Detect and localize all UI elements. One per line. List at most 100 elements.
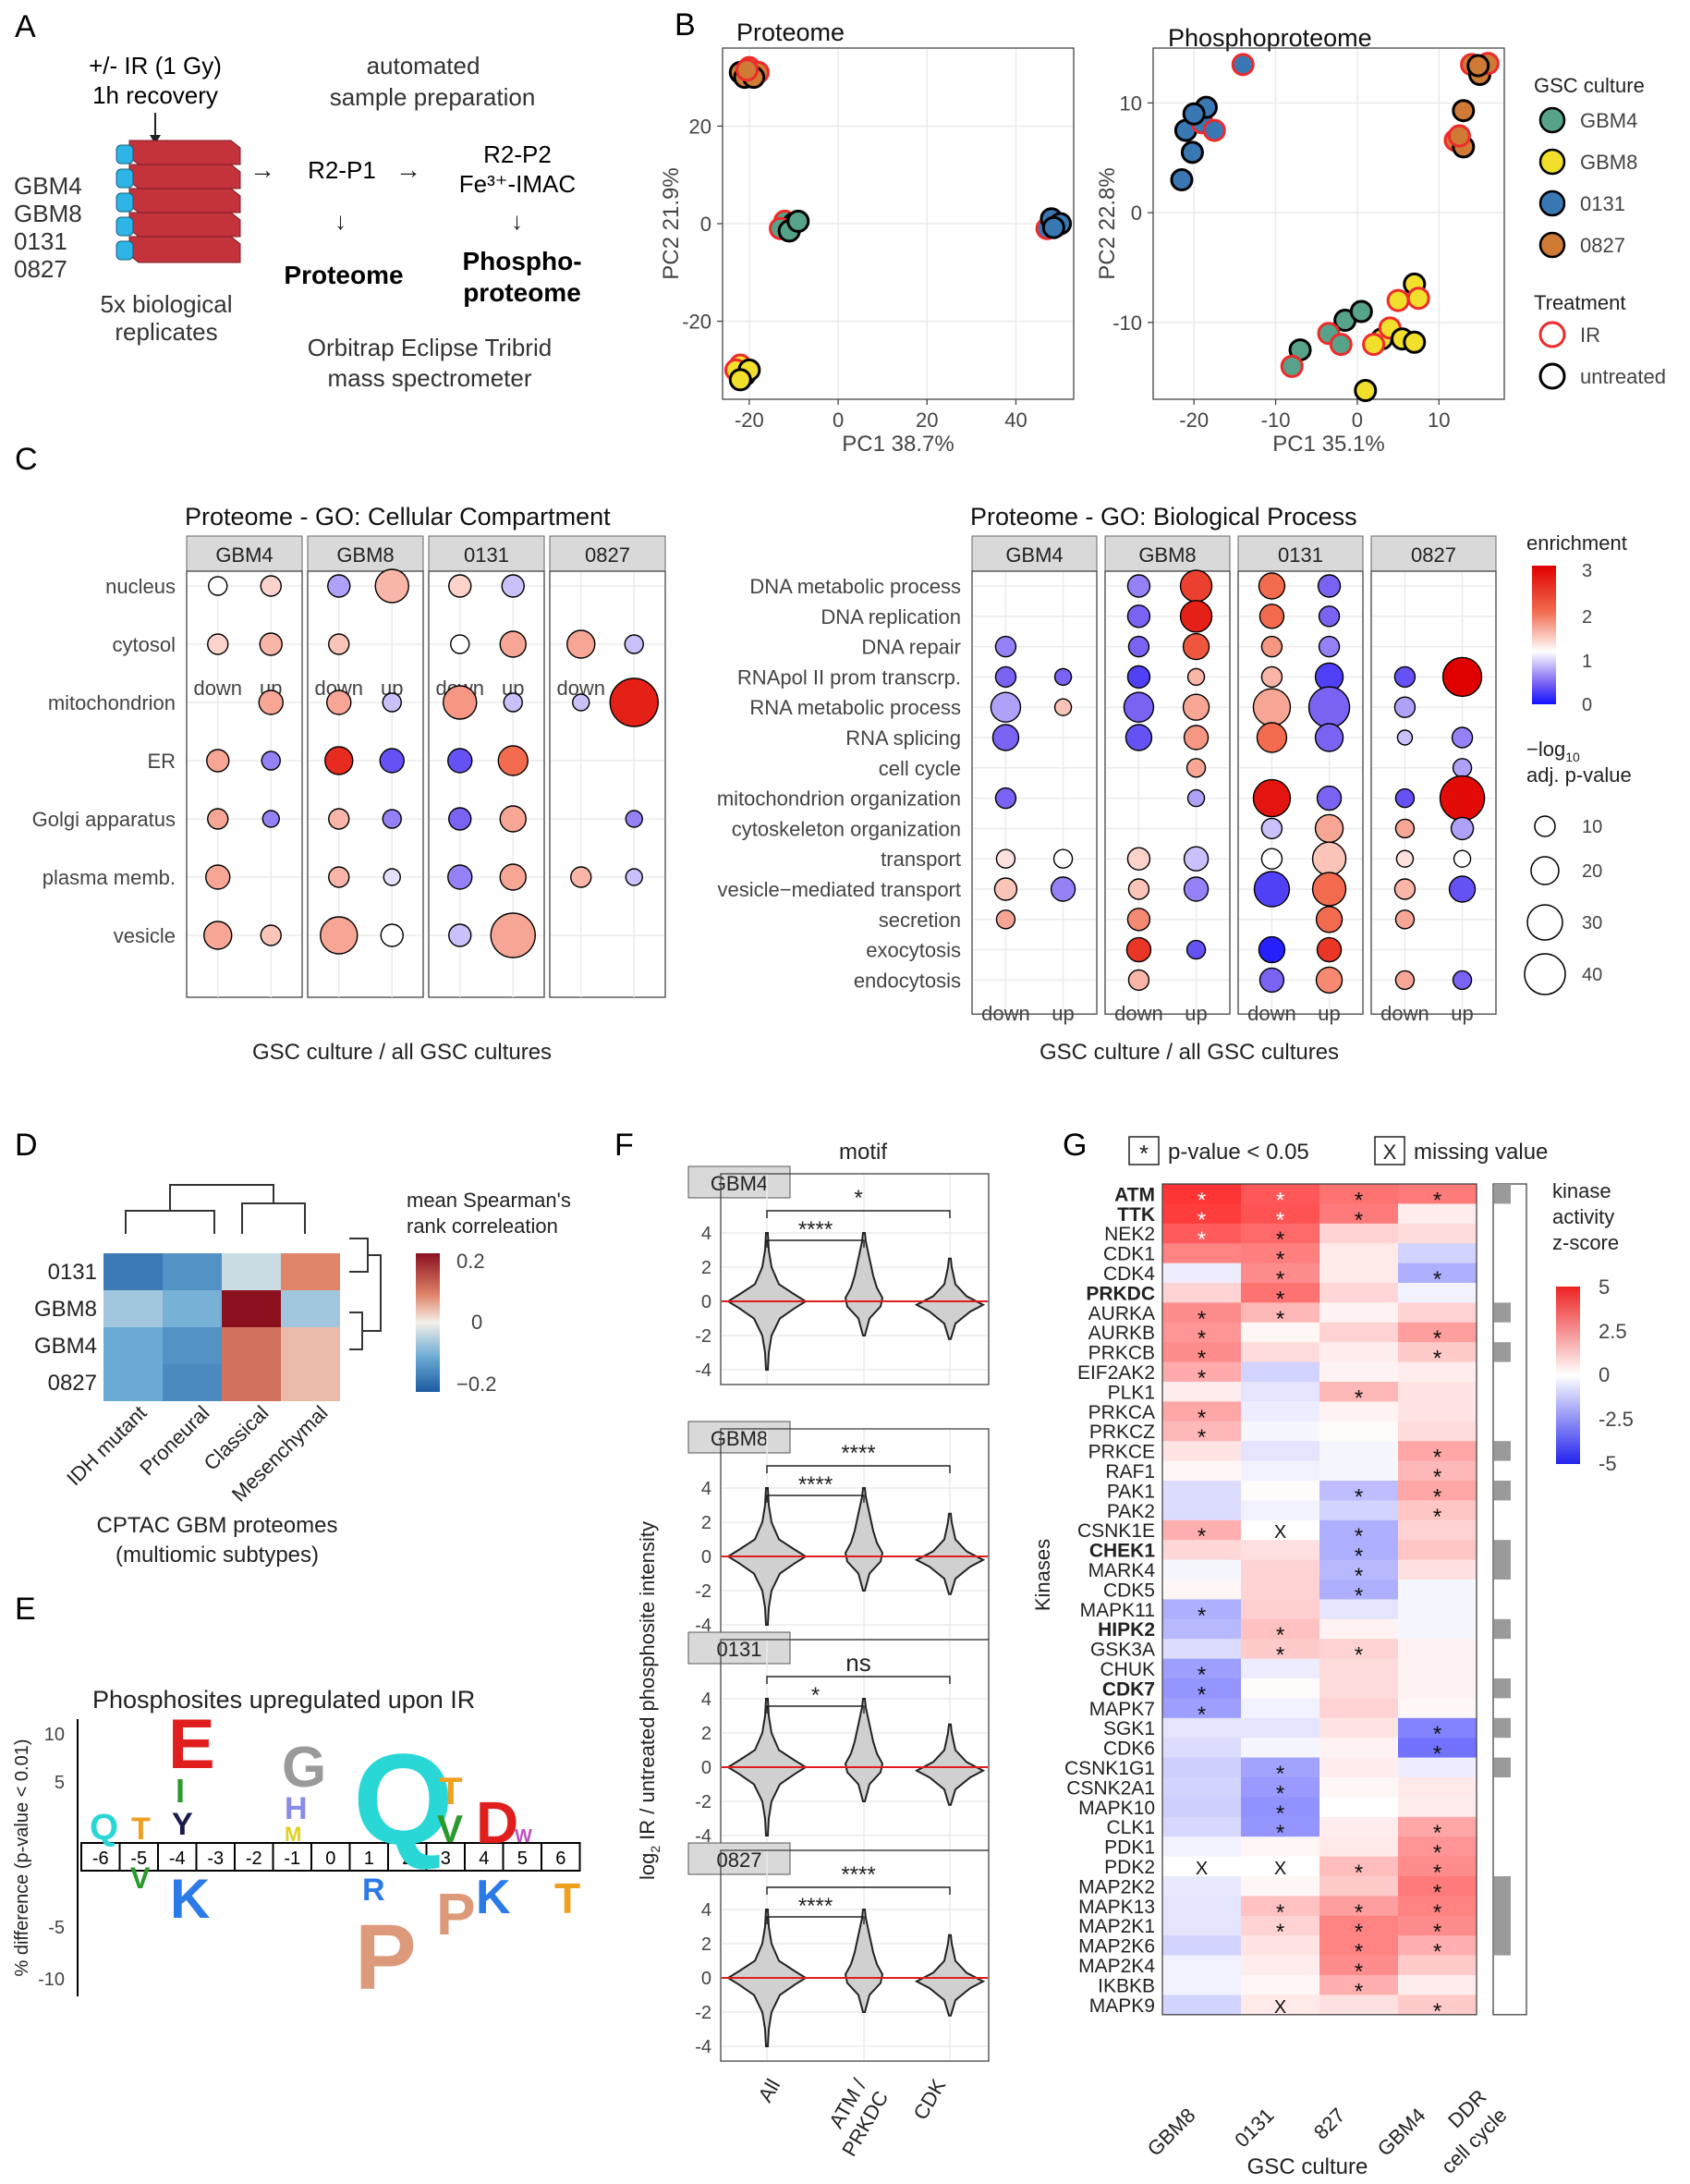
kinase-cell — [1162, 1915, 1241, 1936]
heatmap-caption1: CPTAC GBM proteomes — [97, 1513, 338, 1538]
violin-shape — [914, 1934, 986, 2017]
kinase-cell — [1162, 1618, 1241, 1640]
go-term-dot — [383, 868, 401, 886]
go-term-label: exocytosis — [866, 939, 961, 962]
go-term-dot — [1315, 906, 1343, 933]
go-term-dot — [1316, 936, 1343, 963]
pca-point — [735, 58, 759, 82]
go-term-label: cytoskeleton organization — [732, 817, 961, 840]
size-tick: 30 — [1582, 913, 1602, 933]
kinase-cell — [1241, 1421, 1319, 1442]
logo-position-box — [502, 1842, 542, 1872]
significance-star: * — [1276, 1762, 1284, 1787]
kinase-cell — [1241, 1816, 1319, 1837]
go-term-dot — [994, 665, 1017, 689]
violin-ytick: 2 — [701, 1934, 711, 1955]
logo-title: Phosphosites upregulated upon IR — [92, 1686, 475, 1714]
pca-legend: GSC culture GBM4 GBM8 0131 0827 Treatmen… — [1534, 74, 1666, 390]
kinase-cell — [1162, 1382, 1241, 1402]
kinase-cell — [1319, 1342, 1398, 1363]
go-term-dot — [1252, 688, 1292, 726]
kinase-heatmap: ATM * * * *TTK * * *NEK2 * *CDK1 *CDK4 * *PRKDC *AURK… — [1064, 1183, 1477, 2024]
kinase-cell — [1241, 1856, 1319, 1877]
recovery-label: 1h recovery — [92, 81, 218, 109]
go-term-dot — [1439, 775, 1486, 822]
go-term-dot — [1126, 908, 1151, 932]
kinase-cell — [1162, 1441, 1241, 1462]
go-term-label: DNA metabolic process — [749, 575, 961, 598]
logo-position-label: -3 — [207, 1848, 224, 1869]
heatmap-tick: −0.2 — [456, 1373, 496, 1396]
kinase-label: PRKCZ — [1089, 1421, 1155, 1443]
go-term-dot — [1186, 788, 1206, 808]
violin-facet-strip — [687, 1842, 791, 1875]
significance-star: * — [1355, 1583, 1363, 1608]
kinase-cell — [1319, 1876, 1398, 1897]
kinase-cell — [1241, 1797, 1319, 1818]
kinase-label: MAPK9 — [1089, 1995, 1155, 2017]
kinase-xlabel: GSC culture — [1247, 2154, 1368, 2179]
kinase-cell — [1162, 1678, 1241, 1699]
legend-sig-star: * — [1139, 1140, 1149, 1167]
go-term-dot — [503, 692, 523, 713]
logo-position-label: 3 — [441, 1848, 451, 1869]
panel-f: F motif GBM4420-2-4*****GBM8420-2-4*****… — [614, 1128, 990, 2160]
significance-star: * — [1198, 1347, 1206, 1372]
kinase-cell — [1319, 1500, 1398, 1521]
violin-facet-strip — [687, 1631, 791, 1665]
kinase-cell — [1319, 1698, 1398, 1719]
go-term-dot — [501, 574, 525, 598]
significance-star: * — [1276, 1248, 1284, 1273]
kinase-col-label: GBM8 — [1143, 2104, 1200, 2161]
kinase-cell — [1162, 1223, 1241, 1244]
violin-motif-label: motif — [839, 1140, 887, 1165]
legend-0827-swatch — [1538, 231, 1566, 259]
kinase-label: PAK2 — [1107, 1501, 1155, 1522]
go-term-dot — [1179, 600, 1213, 633]
phospho-line2: proteome — [463, 278, 581, 307]
heatmap-caption2: (multiomic subtypes) — [116, 1543, 319, 1568]
culture-label-0827: 0827 — [14, 255, 67, 283]
significance-star: * — [1433, 1861, 1441, 1885]
logo-position-label: -1 — [284, 1848, 300, 1869]
logo-letter-h: H — [285, 1791, 308, 1826]
violin-ytick: 0 — [701, 1292, 711, 1312]
significance-star: * — [1198, 1188, 1206, 1213]
kinase-cell — [1319, 1896, 1398, 1917]
significance-star: * — [1433, 1188, 1441, 1213]
pca-proteome-xlabel: PC1 38.7% — [842, 432, 954, 457]
logo-letter-q: Q — [353, 1726, 454, 1872]
kinase-cell — [1319, 1540, 1398, 1561]
violin-ytick: 2 — [701, 1724, 711, 1744]
ddr-block — [1494, 1618, 1511, 1640]
significance-label: * — [811, 1683, 820, 1708]
significance-star: * — [1276, 1267, 1284, 1292]
go-term-dot — [499, 630, 527, 658]
significance-star: * — [1433, 1505, 1441, 1530]
kinase-cell — [1398, 1421, 1477, 1442]
kinase-cell — [1319, 1995, 1398, 2016]
size-tick: 20 — [1582, 861, 1602, 882]
legend-missing-x: X — [1383, 1141, 1397, 1164]
kinase-cell — [1398, 1283, 1477, 1303]
sequence-logo: Q T V E I Y K G H M Q R P T V P D K W T — [90, 1705, 580, 2009]
legend-ir-label: IR — [1580, 323, 1600, 347]
kinase-cell — [1162, 1757, 1241, 1778]
kinase-cell — [1241, 1777, 1319, 1798]
pca-point — [1403, 330, 1427, 354]
significance-star: * — [1276, 1643, 1284, 1668]
legend-missing-box — [1374, 1136, 1405, 1165]
kinase-cell — [1162, 1361, 1241, 1383]
legend-treatment-title: Treatment — [1534, 291, 1625, 314]
significance-star: * — [1433, 1267, 1441, 1292]
panel-e: E Phosphosites upregulated upon IR 10 5 … — [12, 1592, 581, 2009]
kinase-heatmap-frame — [1161, 1183, 1477, 2016]
legend-gbm4-label: GBM4 — [1580, 109, 1637, 132]
kinase-cell — [1241, 1559, 1319, 1580]
x-category-label: up — [1185, 1002, 1207, 1025]
violin-facet-strip — [687, 1165, 791, 1199]
kinase-axis-label: Kinases — [1031, 1539, 1054, 1611]
go-term-dot — [994, 787, 1017, 810]
go-term-dot — [1186, 667, 1206, 687]
bp-title: Proteome - GO: Biological Process — [970, 503, 1357, 531]
